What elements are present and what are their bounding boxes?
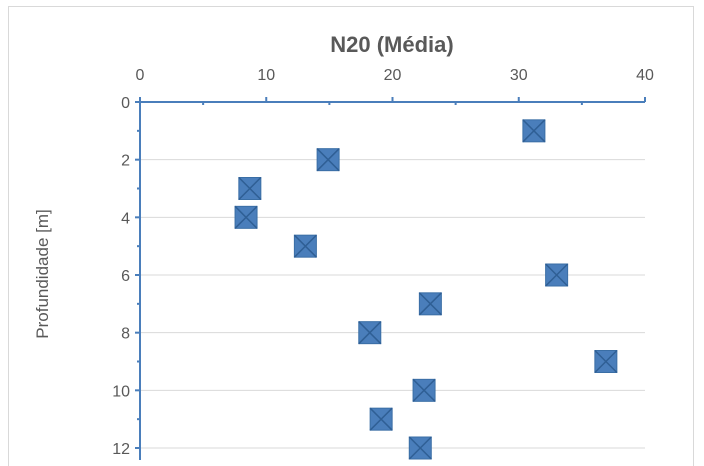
- point-cross-b: [234, 205, 258, 229]
- y-tick-label: 6: [121, 268, 130, 285]
- x-tick-label: 10: [257, 67, 275, 84]
- axes: [135, 97, 646, 460]
- gridlines: [140, 159, 645, 449]
- data-point: [418, 292, 442, 316]
- data-point: [238, 176, 262, 201]
- data-point: [545, 263, 569, 287]
- y-tick-label: 2: [121, 153, 130, 170]
- point-cross-b: [316, 148, 340, 172]
- data-point: [293, 234, 317, 258]
- y-tick-label: 12: [112, 441, 130, 458]
- point-cross-b: [358, 321, 382, 345]
- x-tick-label: 30: [510, 67, 528, 84]
- point-cross-b: [238, 176, 262, 201]
- data-points: [234, 119, 618, 460]
- point-cross-b: [594, 349, 618, 374]
- x-tick-label: 40: [636, 67, 654, 84]
- data-point: [522, 119, 546, 143]
- data-point: [358, 321, 382, 345]
- y-tick-label: 8: [121, 326, 130, 343]
- point-cross-b: [412, 378, 436, 402]
- point-cross-b: [369, 407, 393, 431]
- y-tick-label: 10: [112, 383, 130, 400]
- chart-frame: [8, 6, 694, 466]
- point-cross-b: [293, 234, 317, 258]
- x-tick-label: 20: [384, 67, 402, 84]
- y-tick-label: 0: [121, 95, 130, 112]
- y-tick-labels: 0 2 4 6 8 10 12: [112, 95, 130, 458]
- data-point: [594, 349, 618, 374]
- y-axis-label: Profundidade [m]: [33, 209, 52, 338]
- data-point: [316, 148, 340, 172]
- x-tick-labels: 0 10 20 30 40: [136, 67, 654, 84]
- data-point: [408, 436, 432, 460]
- x-tick-label: 0: [136, 67, 145, 84]
- data-point: [369, 407, 393, 431]
- point-cross-b: [545, 263, 569, 287]
- data-point: [412, 378, 436, 402]
- chart-title: N20 (Média): [330, 32, 453, 57]
- point-cross-b: [408, 436, 432, 460]
- data-point: [234, 205, 258, 229]
- point-cross-b: [522, 119, 546, 143]
- y-tick-label: 4: [121, 210, 130, 227]
- point-cross-b: [418, 292, 442, 316]
